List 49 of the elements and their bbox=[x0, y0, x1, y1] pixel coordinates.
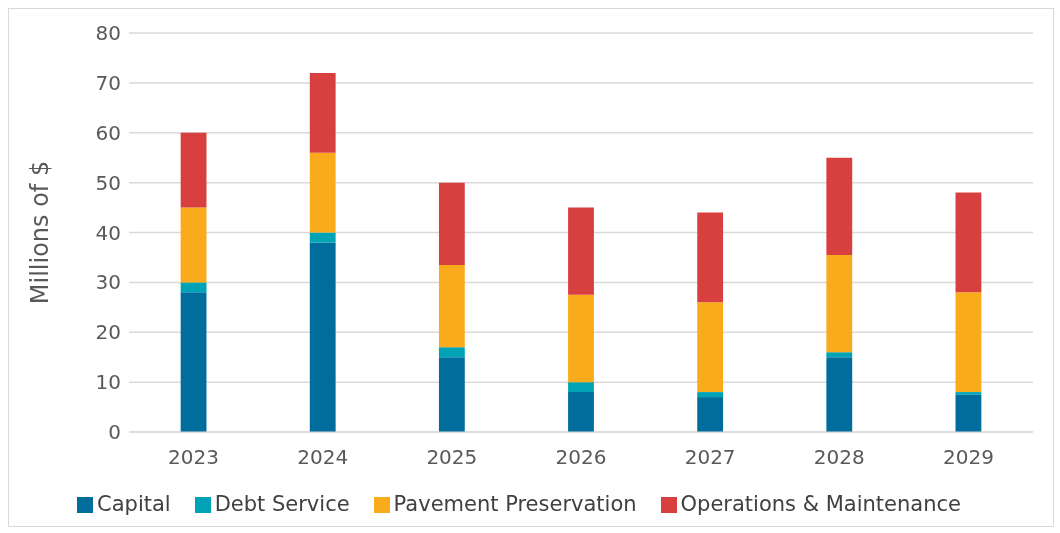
bar bbox=[568, 392, 594, 432]
bar bbox=[309, 232, 336, 243]
legend-label: Debt Service bbox=[214, 492, 350, 516]
y-tick-label: 50 bbox=[95, 170, 121, 195]
bar bbox=[180, 132, 207, 208]
y-tick-label: 20 bbox=[95, 320, 121, 345]
y-tick-label: 80 bbox=[95, 21, 121, 46]
bar bbox=[180, 292, 207, 432]
bar bbox=[438, 264, 465, 348]
bar bbox=[697, 212, 724, 303]
bar bbox=[309, 72, 336, 153]
bar bbox=[826, 254, 853, 353]
x-tick-label: 2029 bbox=[942, 445, 994, 470]
y-tick-label: 30 bbox=[95, 270, 121, 295]
bar bbox=[826, 352, 853, 358]
bar bbox=[955, 392, 982, 395]
bar bbox=[697, 397, 724, 432]
bar bbox=[438, 347, 465, 358]
bar bbox=[438, 357, 465, 432]
bar bbox=[955, 292, 982, 393]
x-tick-label: 2026 bbox=[555, 445, 607, 470]
bar bbox=[955, 394, 982, 432]
y-tick-label: 10 bbox=[95, 370, 121, 395]
legend-label: Operations & Maintenance bbox=[680, 492, 961, 516]
bar bbox=[438, 182, 465, 265]
bar bbox=[180, 207, 207, 283]
y-tick-label: 70 bbox=[95, 70, 121, 95]
y-tick-label: 0 bbox=[108, 420, 121, 445]
x-tick-label: 2024 bbox=[297, 445, 349, 470]
bar bbox=[697, 302, 724, 393]
y-axis-title: Millions of $ bbox=[25, 160, 54, 305]
y-tick-label: 40 bbox=[95, 220, 121, 245]
x-tick-label: 2027 bbox=[684, 445, 736, 470]
bar bbox=[568, 207, 594, 295]
legend-label: Capital bbox=[97, 492, 171, 516]
bar bbox=[309, 242, 336, 432]
x-tick-label: 2025 bbox=[426, 445, 478, 470]
y-tick-label: 60 bbox=[95, 120, 121, 145]
bar bbox=[568, 294, 594, 383]
bar bbox=[697, 392, 724, 398]
legend-label: Pavement Preservation bbox=[393, 492, 637, 516]
bar bbox=[180, 282, 207, 293]
bar bbox=[955, 192, 982, 293]
x-tick-label: 2028 bbox=[813, 445, 865, 470]
bar bbox=[568, 382, 594, 393]
bar bbox=[826, 357, 853, 432]
x-tick-label: 2023 bbox=[168, 445, 220, 470]
bar bbox=[309, 152, 336, 233]
bar bbox=[826, 157, 853, 255]
